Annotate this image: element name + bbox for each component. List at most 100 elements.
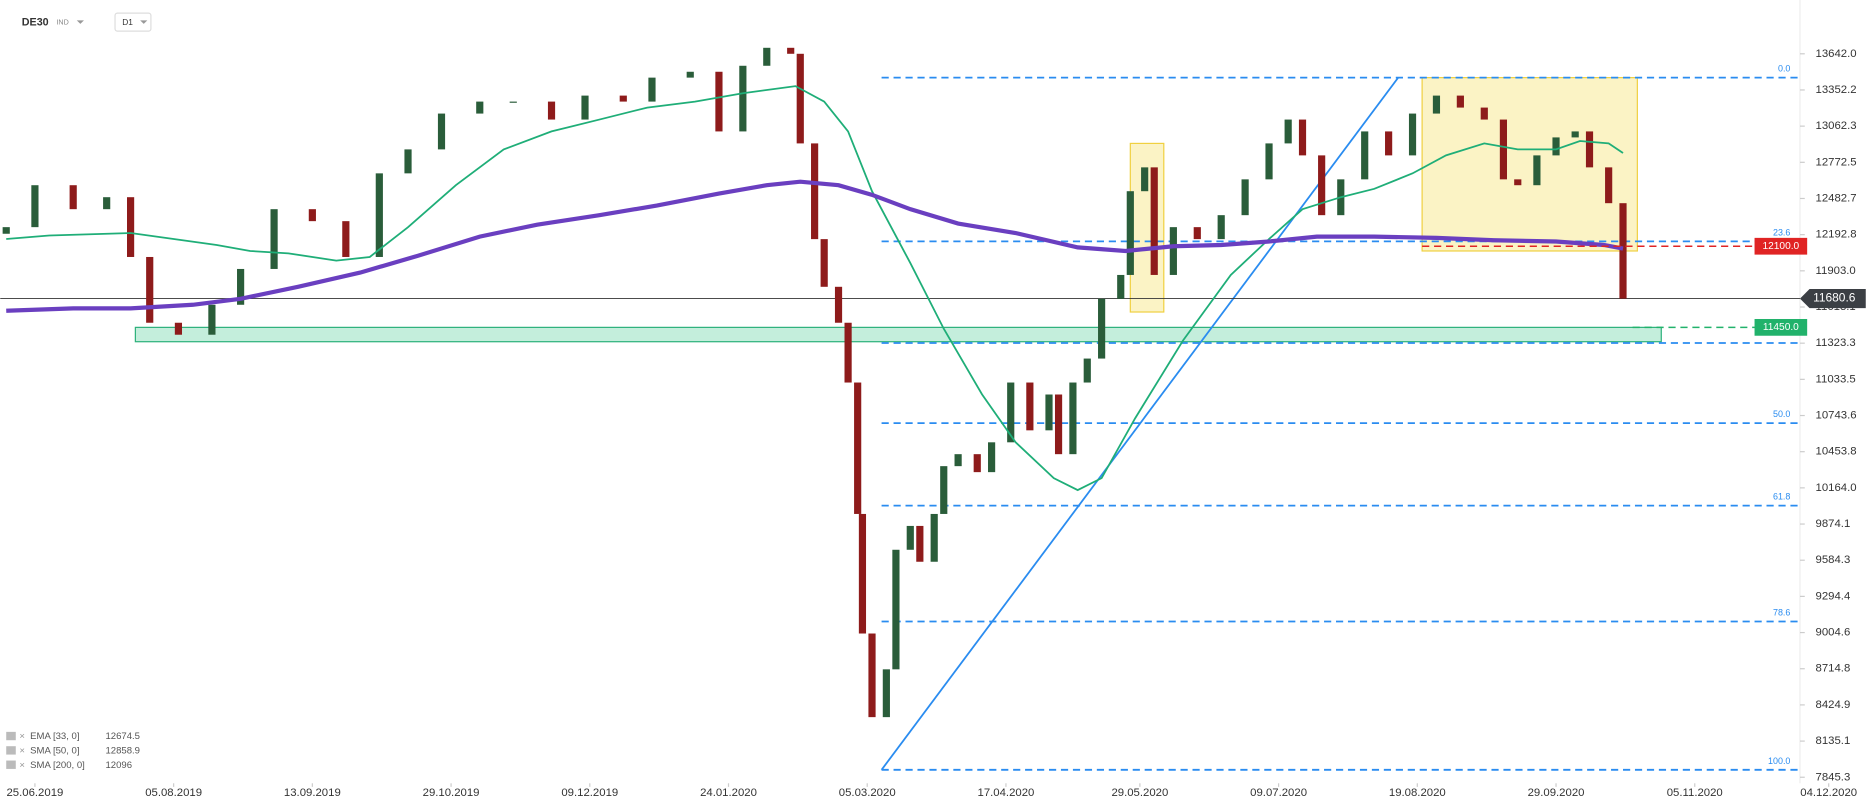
candle-body [1514,179,1522,186]
candle-body [1480,107,1488,120]
candle-body [1432,95,1441,114]
price-tag [1754,237,1808,255]
last-price-label: 11680.6 [1813,291,1856,305]
candle-body [1045,394,1053,431]
candle-body [437,113,446,150]
candle-body [1499,119,1508,180]
x-tick-label: 19.08.2020 [1389,787,1446,799]
x-tick-label: 09.12.2019 [561,787,618,799]
candle-body [858,513,867,634]
moving-average [6,179,1624,313]
candle-body [237,268,245,305]
candle-body [208,304,216,335]
instrument-type[interactable]: IND [56,19,68,27]
legend-close: × [19,746,25,757]
x-tick-label: 09.07.2020 [1250,787,1307,799]
interval: D1 [122,17,133,27]
candle-body [127,197,135,257]
price-tag-label: 12100.0 [1762,241,1799,252]
candle-body [763,47,771,66]
candle-body [1385,131,1393,156]
candle-body [892,549,900,670]
y-tick-label: 10743.6 [1816,410,1857,422]
x-tick-label: 13.09.2019 [284,787,341,799]
y-tick-label: 10453.8 [1816,446,1857,458]
x-tick-label: 17.04.2020 [978,787,1035,799]
y-tick-label: 11903.0 [1816,265,1856,277]
candle-body [1193,227,1201,240]
candle-body [1298,119,1307,156]
y-tick-label: 13352.2 [1816,84,1857,96]
highlight-box [1421,77,1638,252]
candle-body [1069,382,1077,455]
candle-body [1026,382,1034,431]
price-tag-label: 11450.0 [1763,322,1799,333]
candle-body [1098,298,1106,359]
candle-body [854,382,862,514]
fib-label: 23.6 [1773,227,1790,237]
legend-icon[interactable] [6,746,16,755]
candle-body [404,149,412,174]
candle-body [581,95,589,120]
candle-body [648,77,656,102]
candle-body [69,185,77,210]
candle-body [174,322,183,335]
y-tick-label: 7845.3 [1816,771,1851,783]
last-price-tag [1799,289,1866,309]
candle-body [1619,203,1627,299]
candle-body [1552,137,1560,156]
candle-body [375,173,383,257]
support-zone [134,326,1662,343]
candle-body [1241,179,1249,216]
candle-body [1408,113,1417,156]
x-tick-label: 05.08.2019 [145,787,202,799]
candle-body [1054,394,1063,455]
candle-body [308,209,316,222]
symbol: DE30 [22,17,49,29]
candle-body [988,442,996,473]
fib-label: 0.0 [1778,64,1790,74]
candle-body [2,227,10,234]
trendline [880,77,1399,771]
dropdown-icon [76,20,84,24]
y-tick-label: 9874.1 [1816,518,1851,530]
x-tick-label: 29.10.2019 [423,787,480,799]
legend-value: 12858.9 [105,746,140,757]
candle-body [940,466,948,514]
candle-body [1169,227,1177,275]
y-tick-label: 12772.5 [1816,156,1857,168]
candle-body [1126,191,1134,275]
candle-body [103,197,111,210]
x-tick-label: 05.03.2020 [839,787,896,799]
candle-body [739,65,747,132]
moving-average [6,85,1624,492]
candle-body [1585,131,1594,168]
candle-body [1117,274,1125,299]
candle-body [930,513,938,562]
legend-close: × [19,760,25,771]
candle-body [796,53,804,144]
interval-select[interactable] [114,12,152,32]
fib-label: 78.6 [1773,608,1790,618]
legend-name: SMA [200, 0] [30,760,85,771]
candle-body [1361,131,1369,180]
price-tag [1754,318,1808,336]
candle-body [619,95,627,102]
y-tick-label: 13062.3 [1816,120,1857,132]
candle-body [811,143,819,240]
y-tick-label: 8135.1 [1816,735,1851,747]
candle-body [834,286,843,323]
x-tick-label: 05.11.2020 [1667,787,1723,799]
candle-body [844,322,852,383]
y-tick-label: 9584.3 [1816,554,1851,566]
candle-body [916,525,924,562]
x-tick-label: 24.01.2020 [700,787,757,799]
x-tick-label: 29.09.2020 [1528,787,1585,799]
legend-icon[interactable] [6,760,16,769]
dropdown-icon [140,20,148,24]
legend-icon[interactable] [6,731,16,741]
candle-body [1141,167,1149,192]
y-tick-label: 10164.0 [1816,482,1857,494]
legend-value: 12096 [105,760,132,771]
